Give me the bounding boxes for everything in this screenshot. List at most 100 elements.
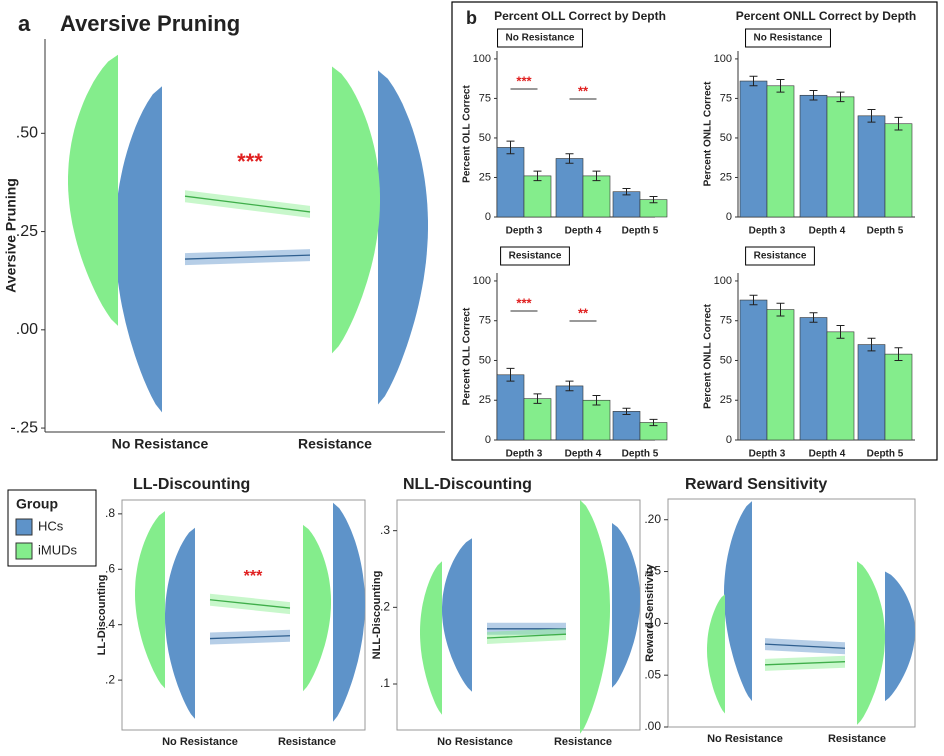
error-bar: [894, 116, 903, 131]
error-bar: [836, 324, 845, 339]
mean-line: [209, 635, 291, 640]
plot-frame: [121, 499, 366, 731]
violin: [332, 66, 380, 354]
violin: [885, 571, 915, 702]
y-axis-label: NLL-Discounting: [371, 571, 383, 660]
y-tick-label: 100: [714, 275, 732, 287]
y-tick-label: .2: [105, 672, 115, 686]
x-tick-label: Depth 3: [506, 226, 543, 237]
x-tick-label: No Resistance: [437, 736, 513, 748]
chart-title: Percent OLL Correct by Depth: [494, 9, 666, 23]
bar: [884, 123, 913, 218]
violin: [135, 511, 165, 689]
y-tick-label: .3: [380, 523, 390, 537]
violin: [420, 561, 442, 715]
mean-line: [486, 633, 567, 639]
y-tick-label: .00: [644, 719, 661, 733]
y-tick-label: .50: [16, 125, 38, 142]
bar: [857, 115, 886, 218]
x-tick-label: Depth 4: [565, 226, 602, 237]
bar: [612, 411, 641, 441]
significance: **: [578, 83, 589, 98]
bar: [612, 191, 641, 218]
panel-label: Resistance: [754, 251, 807, 262]
error-bar: [622, 407, 631, 416]
y-tick-label: 50: [479, 354, 491, 366]
error-bar: [809, 312, 818, 323]
panel-label-box: [745, 246, 815, 266]
error-bar: [649, 195, 658, 204]
x-tick-label: Depth 4: [565, 449, 602, 460]
error-bar: [749, 294, 758, 306]
y-tick-label: .25: [16, 223, 38, 240]
x-tick-label: Depth 3: [749, 226, 786, 237]
violin: [857, 561, 885, 725]
error-bar: [506, 140, 515, 155]
bar: [799, 94, 828, 218]
error-bar: [776, 302, 785, 317]
violin: [333, 502, 365, 722]
error-bar: [592, 170, 601, 182]
x-tick-label: No Resistance: [162, 736, 238, 748]
error-bar: [622, 188, 631, 196]
significance: **: [578, 305, 589, 320]
violin: [378, 70, 428, 405]
violin: [612, 523, 640, 688]
y-axis-label: LL-Discounting: [96, 575, 108, 656]
y-tick-label: .4: [105, 617, 115, 631]
error-bar: [533, 170, 542, 182]
legend-label: iMUDs: [38, 542, 77, 557]
bar: [826, 331, 855, 441]
y-tick-label: -.25: [10, 419, 38, 436]
plot-frame: [667, 498, 916, 728]
y-axis-label: Percent OLL Correct: [462, 85, 473, 183]
panel-label-box: [500, 246, 570, 266]
x-tick-label: Resistance: [554, 736, 612, 748]
x-tick-label: Resistance: [278, 736, 336, 748]
x-tick-label: Depth 5: [622, 226, 659, 237]
error-bar: [649, 418, 658, 427]
violin: [303, 524, 331, 692]
bar: [555, 158, 584, 218]
chart-title: LL-Discounting: [133, 476, 250, 493]
violin: [580, 500, 610, 734]
chart-title: Reward Sensitivity: [685, 476, 827, 493]
legend-swatch: [15, 518, 33, 536]
bar: [523, 398, 552, 441]
bar: [582, 175, 611, 218]
y-tick-label: 100: [714, 53, 732, 65]
y-tick-label: 0: [485, 211, 491, 223]
y-tick-label: 0: [726, 434, 732, 446]
y-tick-label: .8: [105, 506, 115, 520]
mean-line: [184, 195, 311, 213]
x-tick-label: Depth 3: [506, 449, 543, 460]
y-axis-label: Percent ONLL Correct: [703, 303, 714, 409]
bar: [523, 175, 552, 218]
y-axis-label: Reward Sensitivity: [644, 563, 656, 662]
significance: ***: [516, 73, 532, 88]
panel-letter: a: [18, 11, 31, 36]
y-tick-label: 100: [473, 53, 491, 65]
significance: ***: [516, 295, 532, 310]
error-bar: [749, 75, 758, 87]
y-tick-label: 25: [720, 171, 732, 183]
y-tick-label: 25: [479, 171, 491, 183]
y-tick-label: 25: [479, 394, 491, 406]
mean-line: [764, 661, 846, 666]
violin: [68, 54, 118, 326]
y-tick-label: .20: [644, 512, 661, 526]
y-tick-label: .6: [105, 561, 115, 575]
mean-line: [764, 643, 846, 649]
y-axis-label: Aversive Pruning: [3, 178, 19, 293]
x-tick-label: Depth 4: [809, 226, 846, 237]
bar: [857, 344, 886, 441]
x-tick-label: Resistance: [298, 436, 372, 452]
y-tick-label: .05: [644, 667, 661, 681]
panel-label: No Resistance: [506, 33, 575, 44]
error-bar: [506, 367, 515, 382]
legend-swatch: [15, 542, 33, 560]
x-tick-label: Depth 4: [809, 449, 846, 460]
error-bar: [836, 91, 845, 103]
violin: [165, 527, 195, 719]
y-tick-label: 0: [485, 434, 491, 446]
